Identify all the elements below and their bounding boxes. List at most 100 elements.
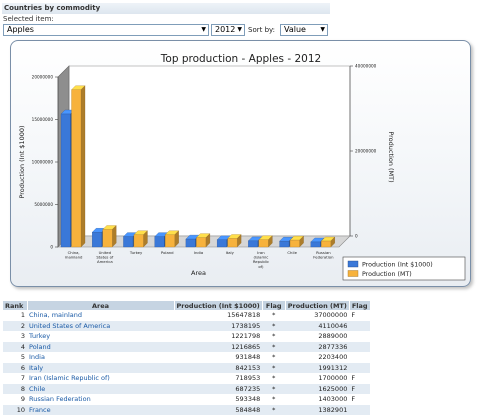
production-mt-cell: 2877336 xyxy=(285,341,350,352)
production-int-cell: 1216865 xyxy=(174,341,263,352)
area-link[interactable]: Italy xyxy=(29,363,44,372)
rank-cell: 3 xyxy=(3,331,27,342)
rank-cell: 8 xyxy=(3,383,27,394)
production-int-cell: 1738195 xyxy=(174,320,263,331)
bar-production-int xyxy=(248,240,258,248)
rank-cell: 10 xyxy=(3,404,27,415)
year-select[interactable]: 2012 ▼ xyxy=(211,24,245,36)
x-axis-tick-label: Turkey xyxy=(129,250,143,255)
x-axis-tick-label-line: of) xyxy=(258,264,264,269)
flag-2-cell xyxy=(349,331,371,342)
chevron-down-icon: ▼ xyxy=(237,26,242,33)
area-cell: Turkey xyxy=(27,331,174,342)
bar-production-int xyxy=(154,236,165,248)
bar-production-mt xyxy=(102,229,113,248)
production-int-cell: 718953 xyxy=(174,373,263,384)
chevron-down-icon: ▼ xyxy=(320,26,325,33)
area-link[interactable]: United States of America xyxy=(29,321,111,330)
production-mt-cell: 1700000 xyxy=(285,373,350,384)
area-link[interactable]: Chile xyxy=(29,384,46,393)
bar-production-int xyxy=(60,113,71,248)
production-int-cell: 593348 xyxy=(174,394,263,405)
y-axis-tick-label: 20000000 xyxy=(32,75,54,80)
bar-production-mt xyxy=(227,238,238,248)
legend-entry-label: Production (Int $1000) xyxy=(362,261,433,268)
column-header-flag-2[interactable]: Flag xyxy=(349,301,371,310)
bar-production-mt xyxy=(165,234,175,248)
chart-back-wall xyxy=(68,65,351,237)
area-link[interactable]: China, mainland xyxy=(29,311,82,320)
x-axis-tick-label-line: America xyxy=(97,259,113,264)
production-chart: Top production - Apples - 2012 0 5000000 10… xyxy=(18,53,466,281)
production-table: Rank Area Production (Int $1000) Flag Pr… xyxy=(3,301,371,415)
column-header-production-int[interactable]: Production (Int $1000) xyxy=(174,301,263,310)
area-cell: Italy xyxy=(27,362,174,373)
sort-select-value: Value xyxy=(284,25,306,34)
production-mt-cell: 1625000 xyxy=(285,383,350,394)
sort-by-label: Sort by: xyxy=(248,26,276,34)
x-axis-tick-label-line: United xyxy=(99,250,112,255)
rank-cell: 4 xyxy=(3,341,27,352)
x-axis-tick-label-line: (Islamic xyxy=(254,255,269,260)
area-cell: Russian Federation xyxy=(27,394,174,405)
legend-swatch xyxy=(347,260,359,268)
area-link[interactable]: Turkey xyxy=(29,332,51,341)
flag-2-cell xyxy=(349,362,371,373)
table-row: 10 France 584848 * 1382901 xyxy=(3,404,371,415)
column-header-rank[interactable]: Rank xyxy=(3,301,28,310)
column-header-flag[interactable]: Flag xyxy=(262,301,286,310)
production-int-cell: 1221798 xyxy=(174,331,263,342)
column-header-area[interactable]: Area xyxy=(27,301,175,310)
table-row: 7 Iran (Islamic Republic of) 718953 * 170000… xyxy=(3,373,371,384)
flag-cell: * xyxy=(262,394,286,405)
bar-production-int xyxy=(216,239,227,248)
flag-2-cell: F xyxy=(349,383,371,394)
area-link[interactable]: Russian Federation xyxy=(29,395,91,404)
table-row: 8 Chile 687235 * 1625000 F xyxy=(3,383,371,394)
x-axis-tick-label: India xyxy=(194,250,203,255)
production-int-cell: 687235 xyxy=(174,383,263,394)
table-header-row: Rank Area Production (Int $1000) Flag Pr… xyxy=(3,301,371,310)
bar-production-int xyxy=(279,241,290,248)
x-axis-tick-label: Chile xyxy=(287,250,297,255)
selected-item-label: Selected item: xyxy=(3,15,54,23)
legend-entry-label: Production (MT) xyxy=(362,271,412,278)
area-cell: Iran (Islamic Republic of) xyxy=(27,373,174,384)
sort-select[interactable]: Value ▼ xyxy=(280,24,328,36)
bar-production-mt xyxy=(133,234,144,248)
area-cell: United States of America xyxy=(27,320,174,331)
bar-production-mt xyxy=(258,239,269,248)
flag-2-cell xyxy=(349,341,371,352)
rank-cell: 1 xyxy=(3,310,27,321)
area-cell: India xyxy=(27,352,174,363)
production-int-cell: 584848 xyxy=(174,404,263,415)
production-mt-cell: 1382901 xyxy=(285,404,350,415)
table-row: 6 Italy 842153 * 1991312 xyxy=(3,362,371,373)
production-int-cell: 931848 xyxy=(174,352,263,363)
x-axis-tick-label-line: States of xyxy=(96,255,114,260)
area-link[interactable]: Poland xyxy=(29,342,51,351)
commodity-select[interactable]: Apples ▼ xyxy=(3,24,209,36)
flag-2-cell xyxy=(349,320,371,331)
bar-production-mt-side xyxy=(112,225,117,248)
production-mt-cell: 2889000 xyxy=(285,331,350,342)
flag-cell: * xyxy=(262,310,286,321)
production-int-cell: 842153 xyxy=(174,362,263,373)
area-link[interactable]: France xyxy=(29,405,51,414)
x-axis-tick-label-line: Turkey xyxy=(129,250,143,255)
area-cell: Chile xyxy=(27,383,174,394)
rank-cell: 5 xyxy=(3,352,27,363)
commodity-select-value: Apples xyxy=(7,25,34,34)
area-link[interactable]: India xyxy=(29,353,45,362)
y-axis-tick-label: 0 xyxy=(50,245,53,250)
section-title: Countries by commodity xyxy=(4,4,101,12)
bar-production-mt xyxy=(289,239,300,248)
area-link[interactable]: Iran (Islamic Republic of) xyxy=(29,374,110,383)
flag-2-cell: F xyxy=(349,373,371,384)
bar-production-mt xyxy=(71,89,82,248)
table-row: 2 United States of America 1738195 * 4110046 xyxy=(3,320,371,331)
chart-legend xyxy=(342,256,466,281)
flag-cell: * xyxy=(262,383,286,394)
y-axis-tick-label: 10000000 xyxy=(32,160,54,165)
column-header-production-mt[interactable]: Production (MT) xyxy=(285,301,350,310)
